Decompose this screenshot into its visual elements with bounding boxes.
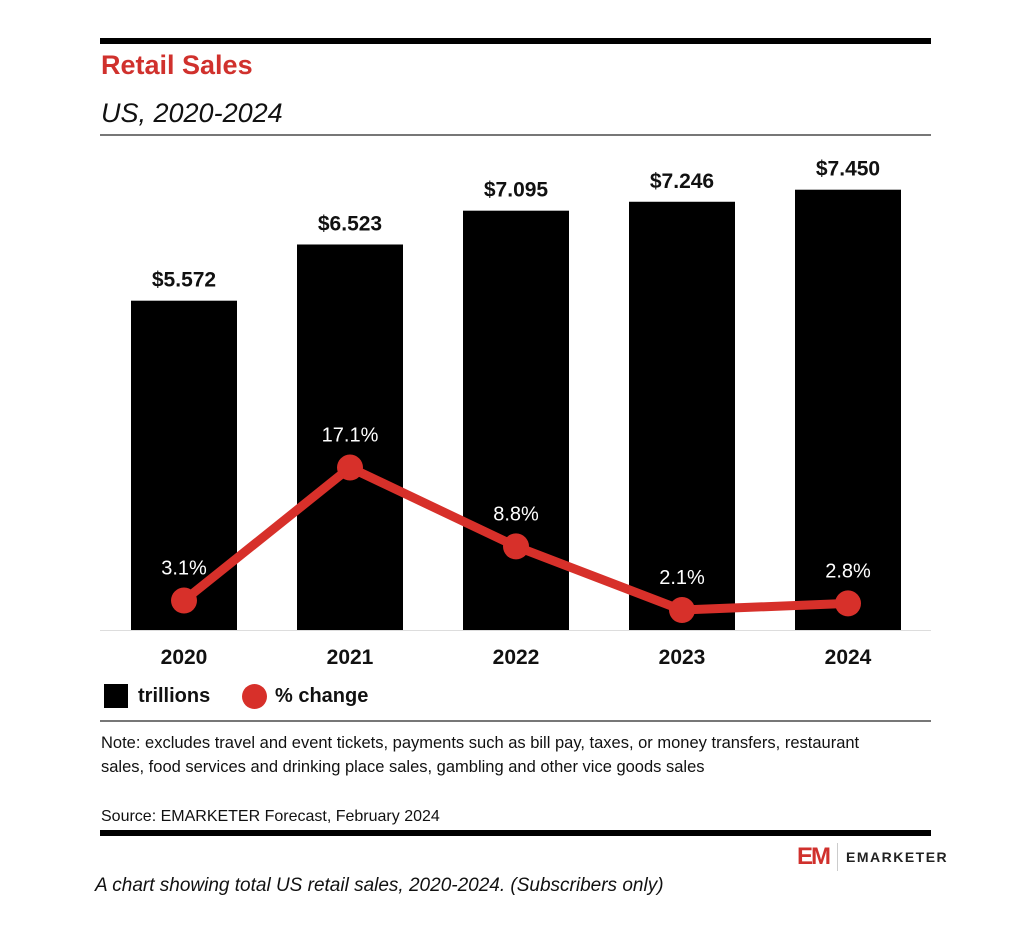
- bar-2020: [131, 300, 237, 630]
- legend-swatch-circle: [242, 684, 267, 709]
- bar-value-label: $5.572: [152, 269, 216, 292]
- pct-value-label: 17.1%: [322, 425, 379, 447]
- pct-value-label: 8.8%: [493, 503, 539, 525]
- bar-2024: [795, 189, 901, 630]
- logo-mark: EM: [797, 843, 838, 871]
- chart-subtitle: US, 2020-2024: [101, 98, 283, 128]
- legend-item-bars: trillions: [104, 684, 210, 708]
- bar-value-label: $7.095: [484, 179, 549, 202]
- pct-point-2023: [669, 597, 695, 624]
- legend-swatch-square: [104, 684, 128, 708]
- pct-point-2021: [337, 454, 363, 481]
- x-tick-label: 2023: [659, 646, 706, 669]
- pct-point-2024: [835, 590, 861, 617]
- source-text: Source: EMARKETER Forecast, February 202…: [101, 808, 440, 825]
- x-tick-label: 2021: [327, 646, 374, 669]
- bar-value-label: $7.450: [816, 158, 880, 181]
- bar-value-label: $7.246: [650, 170, 714, 193]
- bar-value-label: $6.523: [318, 212, 382, 235]
- pct-value-label: 2.8%: [825, 560, 871, 582]
- logo-word: EMARKETER: [846, 849, 949, 865]
- x-tick-label: 2020: [161, 646, 208, 669]
- bar-2021: [297, 244, 403, 630]
- bar-2022: [463, 210, 569, 631]
- pct-point-2020: [171, 587, 197, 614]
- emarketer-logo: EM EMARKETER: [797, 843, 948, 871]
- legend-label: % change: [275, 685, 369, 707]
- legend-label: trillions: [138, 684, 211, 707]
- bottom-rule: [100, 830, 931, 836]
- pct-value-label: 3.1%: [161, 558, 207, 580]
- top-rule: [100, 38, 931, 44]
- chart-title: Retail Sales: [101, 50, 253, 80]
- pct-value-label: 2.1%: [659, 567, 705, 589]
- caption: A chart showing total US retail sales, 2…: [95, 875, 664, 896]
- pct-point-2022: [503, 533, 529, 560]
- note-text: Note: excludes travel and event tickets,…: [101, 734, 860, 776]
- legend-rule: [100, 720, 931, 722]
- legend-item-line: % change: [242, 684, 368, 709]
- x-tick-label: 2022: [493, 646, 540, 669]
- x-tick-label: 2024: [825, 646, 872, 669]
- header-rule: [100, 134, 931, 136]
- bar-2023: [629, 201, 735, 630]
